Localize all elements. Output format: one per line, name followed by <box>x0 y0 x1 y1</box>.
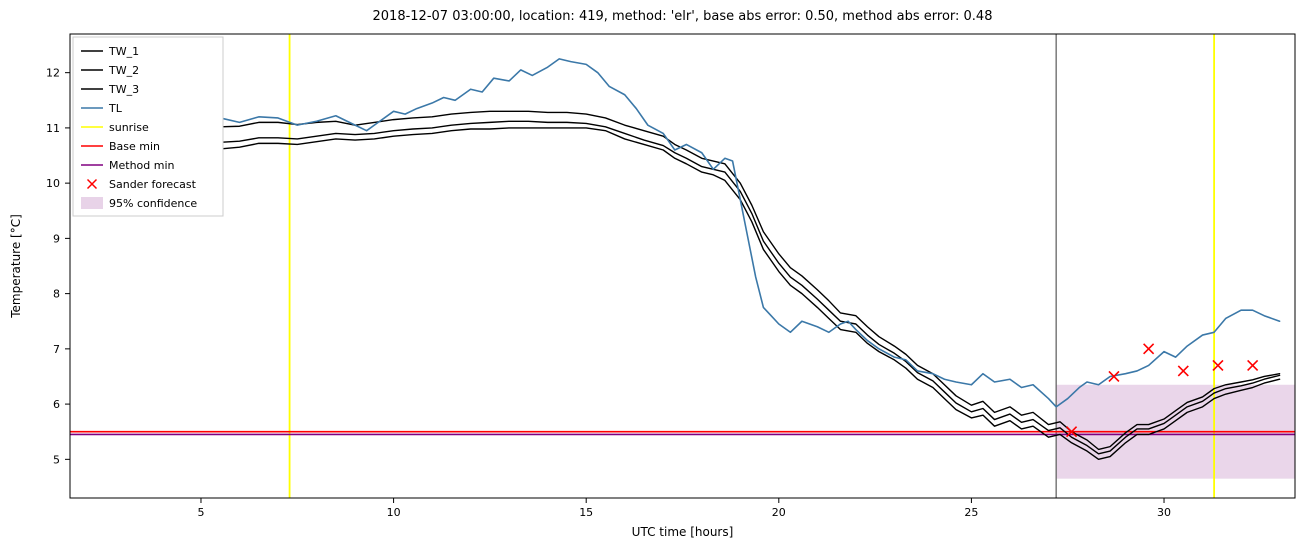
chart-svg: 5 10 15 20 25 30 5 6 7 8 9 10 11 12 UTC time [hours] Te… <box>0 0 1311 547</box>
legend-label: Sander forecast <box>109 178 197 191</box>
ytick-label: 7 <box>53 343 60 356</box>
ytick-label: 5 <box>53 453 60 466</box>
legend-label: 95% confidence <box>109 197 197 210</box>
x-axis-label: UTC time [hours] <box>632 525 734 539</box>
xtick-label: 10 <box>387 506 401 519</box>
legend-label: sunrise <box>109 121 149 134</box>
ytick-label: 11 <box>46 122 60 135</box>
ytick-label: 9 <box>53 232 60 245</box>
xtick-label: 15 <box>579 506 593 519</box>
legend-label: TL <box>108 102 123 115</box>
xtick-label: 5 <box>197 506 204 519</box>
legend-label: TW_1 <box>108 45 139 58</box>
legend-label: Base min <box>109 140 160 153</box>
ytick-label: 8 <box>53 288 60 301</box>
ytick-label: 10 <box>46 177 60 190</box>
xtick-label: 20 <box>772 506 786 519</box>
xtick-label: 25 <box>964 506 978 519</box>
legend-label: TW_2 <box>108 64 139 77</box>
chart-title: 2018-12-07 03:00:00, location: 419, meth… <box>373 9 993 24</box>
ytick-label: 6 <box>53 398 60 411</box>
legend-label: TW_3 <box>108 83 139 96</box>
legend-swatch-patch <box>81 197 103 209</box>
chart-container: 5 10 15 20 25 30 5 6 7 8 9 10 11 12 UTC time [hours] Te… <box>0 0 1311 547</box>
y-axis-label: Temperature [°C] <box>9 214 23 319</box>
xtick-label: 30 <box>1157 506 1171 519</box>
ytick-label: 12 <box>46 67 60 80</box>
legend-label: Method min <box>109 159 175 172</box>
